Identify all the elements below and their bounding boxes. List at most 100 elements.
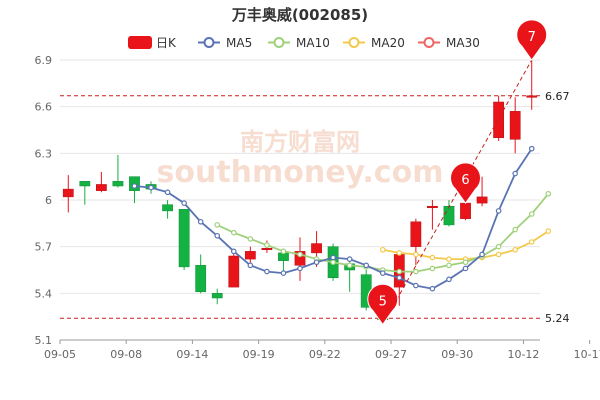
ma5-point xyxy=(413,282,419,289)
legend-marker-rect xyxy=(128,36,152,49)
y-tick-label: 6 xyxy=(45,194,52,207)
candle-body xyxy=(261,247,273,251)
candle-body xyxy=(95,184,107,191)
reference-label: 5.24 xyxy=(545,312,570,325)
annotation-pin xyxy=(516,19,548,61)
candle-body xyxy=(427,205,438,209)
ma10-point xyxy=(264,242,270,248)
ma20-point xyxy=(396,250,403,256)
candle-body xyxy=(294,251,306,266)
ma10-point xyxy=(462,259,469,266)
legend-label: MA20 xyxy=(371,36,405,50)
ma20-point xyxy=(379,246,386,253)
x-tick-label: 09-05 xyxy=(44,348,76,361)
candle-body xyxy=(460,202,471,219)
ma5-point xyxy=(181,200,187,206)
ma5-point xyxy=(197,218,204,225)
candle-body xyxy=(509,111,521,140)
ma20-point xyxy=(545,228,552,234)
candle-body xyxy=(244,251,256,260)
reference-lines: 6.67 5.24 xyxy=(60,59,570,325)
legend-marker-circle xyxy=(348,37,360,48)
ma5-point xyxy=(313,259,320,266)
ma5-point xyxy=(528,145,535,152)
ma5-point xyxy=(396,274,403,281)
ma5-point xyxy=(214,232,221,239)
legend-label: MA30 xyxy=(446,36,480,50)
x-axis-ticks: 09-05 09-08 09-14 09-19 09-22 09-27 09-30 10-12… xyxy=(44,340,600,361)
candle-body xyxy=(211,293,223,299)
y-tick-label: 6.6 xyxy=(35,101,53,114)
watermark-title: 南方财富网 xyxy=(240,128,360,156)
ma10-point xyxy=(297,251,303,258)
y-tick-label: 5.1 xyxy=(35,334,53,347)
ma5-point xyxy=(280,270,287,276)
ma5-point xyxy=(230,248,237,255)
ma5-point xyxy=(131,183,138,189)
annotation-label: 7 xyxy=(528,30,536,45)
ma10-point xyxy=(214,222,221,228)
candle-body xyxy=(311,243,322,254)
ma10-point xyxy=(429,265,436,272)
legend-label: MA10 xyxy=(296,36,330,50)
ma10-point xyxy=(512,226,518,233)
grid-lines xyxy=(60,59,540,341)
ma5-point xyxy=(479,251,485,258)
x-tick-label: 09-22 xyxy=(309,348,341,361)
ma10-point xyxy=(396,268,403,275)
x-tick-label: 09-30 xyxy=(441,348,473,361)
candle-body xyxy=(228,255,240,288)
ma5-point xyxy=(495,208,502,214)
ma5-point xyxy=(330,254,336,261)
ma5-point xyxy=(297,265,303,272)
ma20-point xyxy=(512,246,518,253)
candle-body xyxy=(162,204,173,212)
candle-body xyxy=(195,265,207,293)
ma5-point xyxy=(363,262,370,269)
ma10-point xyxy=(346,262,353,269)
ma5-point xyxy=(164,189,171,196)
annotation-label: 5 xyxy=(379,294,387,309)
y-tick-label: 5.4 xyxy=(35,287,53,300)
y-tick-label: 6.3 xyxy=(35,147,53,160)
ma5-point xyxy=(512,170,518,177)
y-axis-ticks: 5.1 5.4 5.7 6 6.3 6.6 6.9 xyxy=(35,54,53,347)
x-tick-label: 10-17 xyxy=(574,348,600,361)
legend-marker-circle xyxy=(203,37,215,48)
ma5-point xyxy=(446,276,452,283)
ma20-point xyxy=(429,254,436,261)
ma10-point xyxy=(280,248,287,255)
chart-legend: 日K MA5 MA10 MA20 MA30 xyxy=(128,36,480,50)
ma10-line xyxy=(216,193,549,273)
ma20-line xyxy=(382,230,549,260)
ma5-point xyxy=(247,262,254,269)
candle-body xyxy=(178,209,190,268)
ma5-point xyxy=(264,268,270,275)
annotation-pin xyxy=(367,283,399,326)
ma5-point xyxy=(429,285,436,292)
x-tick-label: 10-12 xyxy=(507,348,539,361)
trend-line xyxy=(382,59,533,325)
legend-label: 日K xyxy=(156,36,177,50)
ma10-point xyxy=(495,243,502,250)
moving-average-lines xyxy=(131,145,552,292)
ma5-point xyxy=(148,184,154,191)
annotation-pin xyxy=(450,162,482,204)
x-tick-label: 09-19 xyxy=(243,348,275,361)
ma20-point xyxy=(495,251,502,258)
x-tick-label: 09-08 xyxy=(110,348,142,361)
ma5-point xyxy=(462,265,469,272)
ma20-point xyxy=(528,239,535,245)
watermark-url: southmoney.com xyxy=(157,155,444,190)
candle-body xyxy=(62,188,74,198)
candle-body xyxy=(476,196,488,204)
legend-marker-circle xyxy=(273,37,285,48)
ma10-point xyxy=(247,236,254,242)
candle-body xyxy=(493,101,505,139)
candle-body xyxy=(410,221,422,247)
legend-marker-circle xyxy=(423,37,435,48)
ma5-point xyxy=(346,256,353,262)
reference-label: 6.67 xyxy=(545,90,570,103)
